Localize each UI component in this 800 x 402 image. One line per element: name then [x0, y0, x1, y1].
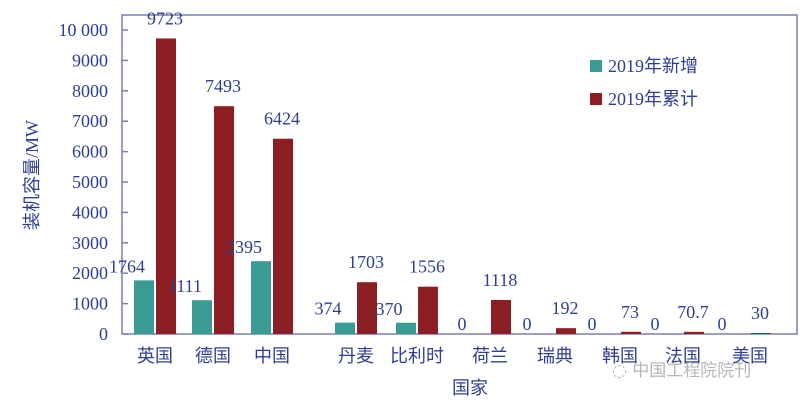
data-label: 6424: [264, 109, 300, 129]
data-label: 1764: [109, 256, 145, 276]
bar-cumulative: [418, 286, 438, 334]
wechat-icon: ◌: [612, 361, 627, 381]
bar-new: [134, 280, 154, 334]
legend-swatch: [590, 93, 602, 105]
y-tick-label: 9000: [72, 50, 108, 70]
data-label: 73: [621, 302, 639, 322]
y-tick-label: 8000: [72, 81, 108, 101]
data-label: 0: [458, 314, 467, 334]
data-label: 70.7: [677, 302, 709, 322]
y-tick-label: 3000: [72, 233, 108, 253]
x-tick-label: 英国: [137, 346, 173, 366]
x-tick-label: 比利时: [390, 346, 444, 366]
x-axis-label: 国家: [452, 378, 488, 398]
data-label: 9723: [147, 8, 183, 28]
data-label: 0: [718, 314, 727, 334]
x-tick-label: 美国: [732, 346, 768, 366]
data-label: 2395: [226, 237, 262, 257]
x-tick-label: 韩国: [602, 346, 638, 366]
data-label: 30: [751, 303, 769, 323]
bar-new: [251, 261, 271, 334]
data-label: 1556: [409, 257, 445, 277]
data-label: 1703: [348, 252, 384, 272]
y-tick-label: 10 000: [59, 20, 109, 40]
y-axis-label: 装机容量/MW: [22, 120, 42, 230]
y-tick-label: 0: [99, 324, 108, 344]
watermark: ◌ 中国工程院院刊: [612, 361, 752, 381]
y-tick-label: 1000: [72, 294, 108, 314]
plot-frame: [121, 14, 798, 335]
x-tick-label: 荷兰: [472, 346, 508, 366]
bar-new: [335, 322, 355, 334]
data-label: 374: [315, 299, 342, 319]
data-label: 1111: [168, 276, 202, 296]
data-label: 370: [376, 299, 403, 319]
y-tick-label: 6000: [72, 142, 108, 162]
y-tick-label: 7000: [72, 111, 108, 131]
data-label: 7493: [205, 76, 241, 96]
x-tick-label: 法国: [665, 346, 701, 366]
x-tick-label: 中国: [254, 346, 290, 366]
legend-label: 2019年新增: [608, 56, 698, 76]
y-tick-label: 4000: [72, 202, 108, 222]
bar-cumulative: [621, 331, 641, 334]
x-tick-label: 德国: [195, 346, 231, 366]
data-label: 0: [651, 314, 660, 334]
bar-cumulative: [491, 300, 511, 334]
y-tick-label: 5000: [72, 172, 108, 192]
y-tick-label: 2000: [72, 263, 108, 283]
x-tick-label: 丹麦: [338, 346, 374, 366]
bar-cumulative: [684, 331, 704, 334]
data-label: 0: [588, 314, 597, 334]
bar-new: [396, 322, 416, 334]
data-label: 0: [523, 314, 532, 334]
bar-cumulative: [273, 138, 293, 334]
bar-cumulative: [357, 282, 377, 334]
legend-swatch: [590, 60, 602, 72]
data-label: 192: [552, 298, 579, 318]
legend-label: 2019年累计: [608, 89, 698, 109]
data-label: 1118: [483, 270, 518, 290]
bar-cumulative: [556, 328, 576, 334]
bar-cumulative: [751, 333, 771, 334]
bar-cumulative: [214, 106, 234, 334]
bar-new: [192, 300, 212, 334]
x-tick-label: 瑞典: [537, 346, 573, 366]
bar-cumulative: [156, 38, 176, 334]
